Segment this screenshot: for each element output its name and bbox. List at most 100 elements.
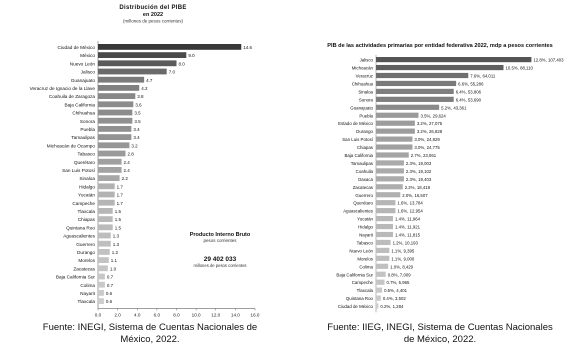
right-category-label: Tlaxcala — [357, 288, 374, 293]
left-bar — [98, 290, 104, 296]
annotation-title: Producto Interno Bruto — [190, 232, 251, 238]
right-chart-title: PIB de las actividades primarias por ent… — [327, 43, 552, 49]
left-x-tick-label: 12.0 — [211, 312, 220, 317]
right-category-label: Quintana Roo — [346, 296, 374, 301]
right-category-label: Veracruz — [356, 74, 373, 79]
left-bar — [98, 60, 177, 67]
left-category-label: Chiapas — [78, 217, 96, 222]
right-value-label: 12.8%, 107,403 — [533, 58, 564, 63]
right-category-label: Baja California Sur — [336, 272, 373, 277]
right-bar — [376, 208, 396, 214]
right-category-label: Coahuila — [356, 169, 374, 174]
right-value-label: 0.7%, 5,965 — [387, 280, 411, 285]
left-value-label: 1.7 — [117, 184, 124, 189]
left-bar — [98, 183, 115, 190]
left-bar — [98, 93, 136, 99]
right-bar — [376, 184, 403, 190]
left-bar — [98, 208, 113, 214]
right-value-label: 1.4%, 11,921 — [395, 225, 421, 230]
right-source-line-2: de México, 2022. — [403, 334, 477, 345]
right-category-label: Chihuahua — [352, 81, 374, 86]
left-x-tick-label: 2.0 — [114, 312, 121, 317]
right-category-label: Chiapas — [357, 145, 374, 150]
right-category-label: Tamaulipas — [351, 161, 374, 166]
right-bar — [376, 263, 389, 269]
left-bar — [98, 44, 242, 50]
left-bar — [98, 240, 111, 247]
right-bar — [376, 287, 383, 293]
left-bar — [98, 126, 132, 132]
right-category-label: Baja California — [344, 153, 373, 158]
right-category-label: Puebla — [359, 113, 373, 118]
left-value-label: 1.5 — [115, 225, 122, 230]
left-bar — [98, 85, 140, 91]
left-value-label: 1.7 — [117, 201, 124, 206]
right-category-label: Nayarit — [359, 233, 374, 238]
right-value-label: 1.1%, 9,000 — [391, 256, 415, 261]
annotation-note: millones de pesos corrientes — [193, 263, 246, 268]
right-value-label: 3.2%, 27,075 — [417, 121, 443, 126]
left-source-line-1: Fuente: INEGI, Sistema de Cuentas Nacion… — [42, 322, 258, 333]
right-value-label: 6.4%, 53,806 — [456, 89, 482, 94]
left-bar — [98, 249, 110, 255]
left-category-label: Guerrero — [76, 242, 95, 247]
right-value-label: 2.7%, 23,061 — [411, 153, 437, 158]
left-category-label: Hidalgo — [79, 184, 95, 189]
left-value-label: 8.0 — [179, 61, 186, 66]
left-value-label: 14.6 — [243, 45, 252, 50]
right-category-label: Aguascalientes — [343, 209, 374, 214]
right-bar — [376, 152, 409, 158]
left-value-label: 3.5 — [134, 111, 141, 116]
left-bar — [98, 158, 122, 165]
right-bar — [376, 255, 390, 261]
right-category-label: Sinaloa — [358, 89, 373, 94]
right-source-caption: Fuente: IIEG, INEGI, Sistema de Cuentas … — [300, 322, 580, 346]
right-bar — [376, 295, 381, 301]
left-value-label: 7.0 — [169, 70, 176, 75]
left-chart-title-note: (millones de pesos corrientes) — [123, 19, 184, 24]
left-category-label: Quintana Roo — [66, 225, 95, 230]
right-category-label: Colima — [359, 264, 373, 269]
left-value-label: 4.7 — [146, 78, 153, 83]
left-value-label: 2.4 — [124, 160, 131, 165]
left-bar — [98, 134, 132, 140]
left-value-label: 1.3 — [113, 234, 120, 239]
left-bar — [98, 109, 133, 116]
left-x-tick-label: 14.0 — [231, 312, 240, 317]
left-category-label: Campeche — [72, 201, 95, 206]
left-plot-area: Ciudad de México 14.6 México 9.0 Nuevo León 8… — [30, 41, 260, 317]
right-bar — [376, 176, 404, 182]
right-value-label: 3.0%, 24,775 — [414, 145, 440, 150]
right-category-label: Nuevo León — [349, 248, 373, 253]
right-value-label: 2.3%, 19,403 — [406, 177, 432, 182]
right-value-label: 3.5%, 29,624 — [421, 113, 447, 118]
pibe-distribution-chart: Distribución del PIBE en 2022 (millones … — [0, 0, 300, 320]
right-value-label: 0.5%, 4,401 — [384, 288, 408, 293]
left-value-label: 1.5 — [115, 209, 122, 214]
right-category-label: Ciudad de México — [338, 304, 374, 309]
left-value-label: 3.8 — [137, 94, 144, 99]
right-bar — [376, 88, 454, 94]
right-value-label: 0.8%, 7,009 — [388, 272, 412, 277]
right-value-label: 2.2%, 18,418 — [405, 185, 431, 190]
right-bar — [376, 120, 415, 126]
left-category-label: Tlaxcala — [78, 299, 96, 304]
right-category-label: Michoacán — [352, 66, 374, 71]
left-category-label: Chihuahua — [72, 111, 95, 116]
left-bar — [98, 117, 133, 124]
left-category-label: Veracruz de Ignacio de la Llave — [30, 86, 96, 91]
left-value-label: 0.6 — [106, 291, 113, 296]
right-value-label: 2.3%, 19,102 — [406, 169, 432, 174]
right-bar — [376, 144, 413, 150]
left-x-tick-label: 8.0 — [173, 312, 180, 317]
right-value-label: 3.0%, 24,829 — [414, 137, 440, 142]
left-value-label: 1.7 — [117, 193, 124, 198]
primary-activities-gdp-chart: PIB de las actividades primarias por ent… — [300, 0, 580, 320]
left-category-label: Zacatecas — [73, 266, 95, 271]
left-category-label: Nayarit — [80, 291, 96, 296]
left-bar — [98, 298, 104, 304]
right-bar — [376, 160, 404, 166]
left-category-label: Morelos — [78, 258, 95, 263]
left-value-label: 1.1 — [111, 258, 118, 263]
left-bar — [98, 257, 109, 263]
